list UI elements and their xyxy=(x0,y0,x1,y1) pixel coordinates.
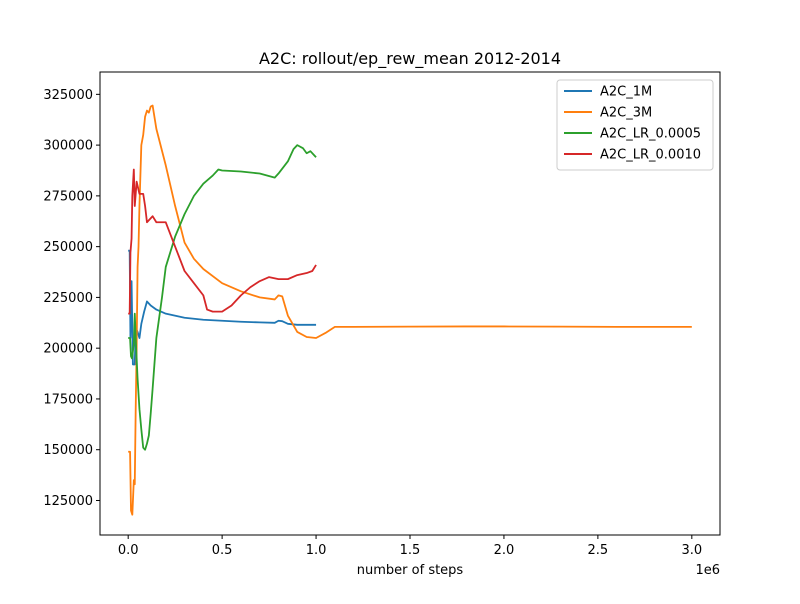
y-tick-label: 300000 xyxy=(43,139,93,154)
chart-title: A2C: rollout/ep_rew_mean 2012-2014 xyxy=(259,49,561,69)
x-tick-label: 1.0 xyxy=(306,543,327,558)
y-axis-ticks: 125000 150000 175000 200000 225000 250000 2750… xyxy=(43,88,100,509)
x-tick-label: 0.5 xyxy=(212,543,233,558)
x-axis-ticks: 0.0 0.5 1.0 1.5 2.0 2.5 3.0 xyxy=(118,535,702,558)
x-tick-label: 2.5 xyxy=(588,543,609,558)
legend-label-1: A2C_3M xyxy=(600,106,652,121)
x-tick-label: 2.0 xyxy=(494,543,515,558)
y-tick-label: 325000 xyxy=(43,88,93,103)
legend-box xyxy=(556,79,714,171)
series-line-3 xyxy=(128,168,317,315)
y-tick-label: 150000 xyxy=(43,443,93,458)
legend: A2C_1M A2C_3M A2C_LR_0.0005 A2C_LR_0.0010 xyxy=(556,79,714,171)
y-tick-label: 225000 xyxy=(43,291,93,306)
series-line-0 xyxy=(128,249,317,366)
x-axis-offset-label: 1e6 xyxy=(695,563,720,578)
x-tick-label: 3.0 xyxy=(681,543,702,558)
legend-label-2: A2C_LR_0.0005 xyxy=(600,127,701,142)
x-tick-label: 1.5 xyxy=(400,543,421,558)
legend-label-3: A2C_LR_0.0010 xyxy=(600,148,701,163)
y-tick-label: 200000 xyxy=(43,342,93,357)
legend-label-0: A2C_1M xyxy=(600,85,652,100)
series-layer xyxy=(128,104,692,516)
y-tick-label: 125000 xyxy=(43,494,93,509)
y-tick-label: 275000 xyxy=(43,189,93,204)
x-axis-label: number of steps xyxy=(357,563,464,578)
y-tick-label: 175000 xyxy=(43,392,93,407)
y-tick-label: 250000 xyxy=(43,240,93,255)
series-line-2 xyxy=(128,144,317,451)
x-tick-label: 0.0 xyxy=(118,543,139,558)
